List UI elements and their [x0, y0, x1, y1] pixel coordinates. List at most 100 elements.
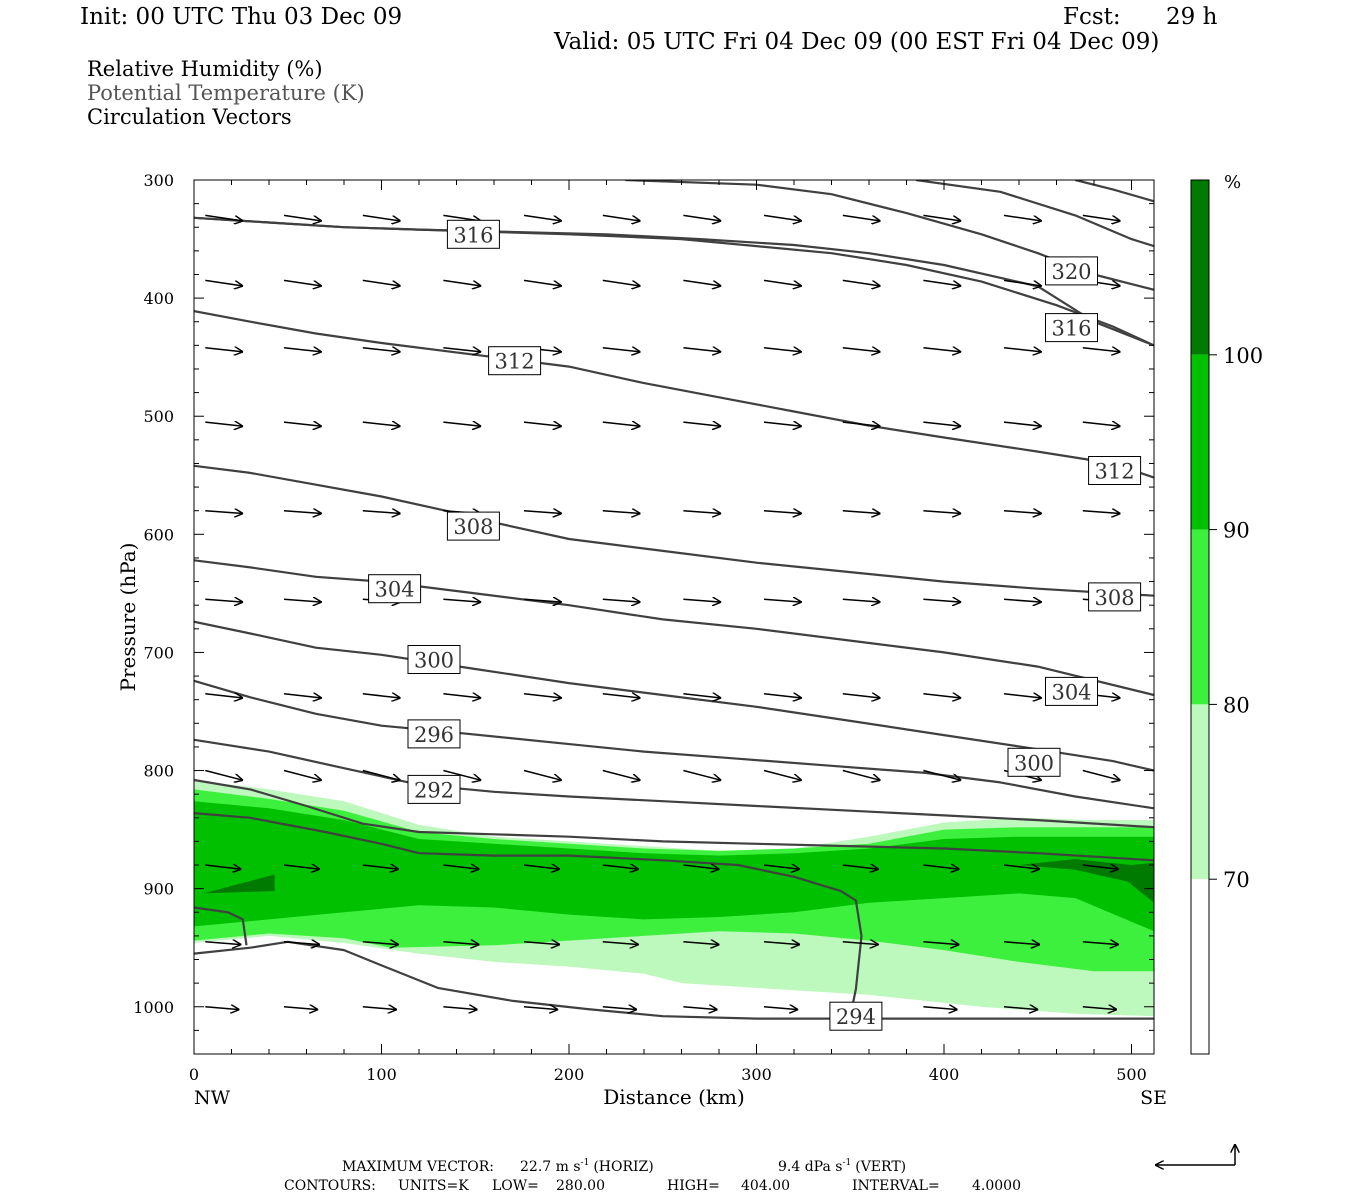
colorbar-label-90: 90 [1223, 519, 1250, 543]
contour-label-box-7 [1088, 582, 1142, 612]
vector-1-8 [842, 279, 881, 286]
vector-6-0 [205, 694, 243, 698]
theta-contour-292-4 [194, 738, 1154, 829]
theta-contour-294-1 [194, 906, 248, 946]
y-tick-label-600: 600 [143, 525, 174, 544]
vector-8-5 [602, 865, 639, 869]
contours-interval-label: INTERVAL= [852, 1178, 940, 1194]
vector-3-3 [443, 422, 481, 426]
colorbar-label-100: 100 [1223, 344, 1263, 368]
vector-0-1 [283, 214, 322, 221]
vector-0-0 [205, 214, 243, 221]
colorbar-segment-2 [1191, 529, 1209, 705]
vector-2-5 [602, 348, 641, 352]
vector-10-5 [602, 1007, 637, 1010]
vector-4-2 [362, 511, 401, 514]
contour-label-box-2 [1045, 313, 1098, 343]
vector-7-3 [443, 769, 481, 781]
vector-8-0 [205, 865, 241, 869]
vector-1-1 [283, 279, 322, 286]
vector-5-10 [1003, 599, 1042, 602]
x-tick-label-100: 100 [366, 1065, 397, 1084]
vector-5-7 [763, 599, 802, 602]
vector-4-4 [523, 511, 562, 514]
legend-relative-humidity: Relative Humidity (%) [87, 57, 323, 81]
vector-6-4 [523, 694, 562, 698]
vector-5-0 [205, 599, 243, 602]
vector-8-2 [362, 865, 399, 869]
contour-label-308-5: 308 [453, 515, 493, 539]
legend-potential-temperature: Potential Temperature (K) [87, 81, 365, 105]
vector-8-10 [1003, 865, 1040, 869]
vector-0-9 [923, 214, 961, 221]
vector-3-6 [683, 422, 721, 426]
theta-contour-304-7 [194, 559, 1154, 697]
vector-3-11 [1082, 422, 1121, 426]
contour-label-box-0 [446, 219, 500, 249]
contour-label-box-9 [1045, 676, 1098, 706]
vector-9-10 [1003, 942, 1040, 945]
contour-label-300-11: 300 [1014, 751, 1054, 775]
vector-3-8 [842, 422, 881, 426]
contour-label-box-5 [446, 511, 500, 541]
contour-label-300-8: 300 [414, 649, 454, 673]
vector-4-10 [1003, 511, 1042, 514]
vector-3-7 [763, 422, 802, 426]
vector-7-2 [362, 769, 401, 781]
vector-0-10 [1003, 214, 1042, 221]
contours-units: UNITS=K [398, 1178, 469, 1194]
vector-10-9 [923, 1007, 957, 1010]
vector-10-2 [362, 1007, 397, 1010]
vector-4-0 [205, 511, 243, 514]
vector-0-2 [362, 214, 401, 221]
vector-1-0 [205, 279, 243, 286]
vector-5-8 [842, 599, 881, 602]
theta-contour-308-8 [194, 464, 1154, 597]
vector-9-0 [205, 942, 241, 945]
vector-10-7 [763, 1007, 798, 1010]
vector-8-3 [443, 865, 479, 869]
vector-1-6 [683, 279, 721, 286]
valid-time: Valid: 05 UTC Fri 04 Dec 09 (00 EST Fri … [554, 29, 1160, 55]
contour-label-box-1 [1045, 256, 1098, 286]
contour-label-box-10 [407, 719, 461, 749]
colorbar-frame [1190, 179, 1210, 1055]
contour-label-316-0: 316 [453, 223, 493, 247]
contour-label-box-13 [829, 1001, 883, 1031]
contour-label-layer: 316 320 316 312 312 308 304 308 300 304 296 300 292 2… [368, 219, 1142, 1031]
vector-10-6 [683, 1007, 717, 1010]
init-time: Init: 00 UTC Thu 03 Dec 09 [80, 4, 403, 30]
colorbar-label-70: 70 [1223, 868, 1250, 892]
vector-4-7 [763, 511, 802, 514]
vector-10-4 [523, 1007, 558, 1010]
contour-label-304-6: 304 [375, 578, 415, 602]
vector-5-3 [443, 599, 481, 602]
contour-label-292-12: 292 [414, 778, 454, 802]
vector-7-6 [683, 769, 721, 781]
contours-label: CONTOURS: [284, 1178, 376, 1194]
vector-7-7 [763, 769, 802, 781]
x-tick-label-0: 0 [189, 1065, 199, 1084]
vector-0-7 [763, 214, 802, 221]
vector-6-3 [443, 694, 481, 698]
vector-7-0 [205, 769, 243, 781]
vector-3-9 [923, 422, 961, 426]
colorbar-segment-3 [1191, 704, 1209, 880]
vector-1-10 [1003, 279, 1042, 286]
contour-label-312-4: 312 [1095, 460, 1135, 484]
max-horiz-unit: (HORIZ) [593, 1159, 653, 1175]
max-vert-unit: (VERT) [855, 1159, 906, 1175]
y-tick-label-700: 700 [143, 643, 174, 662]
vector-9-2 [362, 942, 399, 945]
rh-band-90 [194, 801, 1154, 932]
vector-7-11 [1082, 769, 1121, 781]
axes-layer: 300 400 500 600 700 800 900 1000 0 100 200 300 400 50… [133, 171, 1154, 1084]
vector-2-0 [205, 348, 243, 352]
x-tick-label-500: 500 [1116, 1065, 1147, 1084]
max-vert-exp: -1 [842, 1158, 851, 1168]
contour-label-308-7: 308 [1095, 586, 1135, 610]
contours-low-label: LOW= [492, 1178, 539, 1194]
vector-2-1 [283, 348, 322, 352]
x-end-label-left: NW [194, 1087, 231, 1109]
contour-label-box-4 [1088, 456, 1142, 485]
